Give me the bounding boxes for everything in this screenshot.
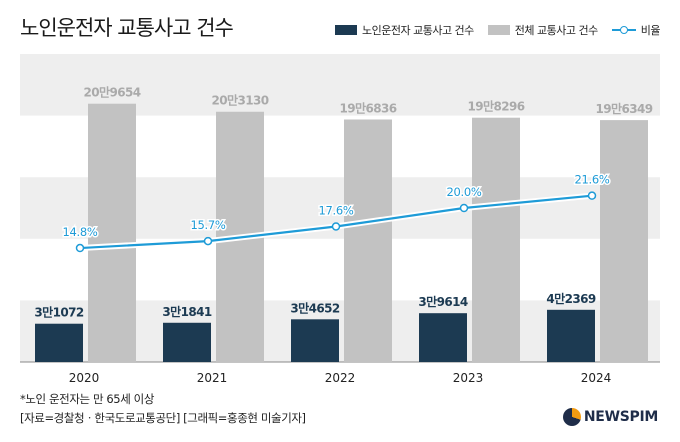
legend-swatch-total [487, 25, 510, 35]
newspim-logo: NEWSPIM [562, 408, 658, 426]
data-label-total-2023: 19만8296 [468, 99, 525, 114]
legend-item-total: 전체 교통사고 건수 [487, 22, 598, 38]
x-tick-label-2024: 2024 [581, 371, 612, 385]
ratio-label-2023: 20.0% [446, 185, 481, 199]
bar-elderly-2022 [291, 319, 339, 362]
ratio-point-2022 [331, 222, 341, 231]
bar-total-2020 [88, 103, 136, 362]
bar-elderly-2020 [35, 323, 83, 362]
x-tick-label-2020: 2020 [69, 371, 100, 385]
ratio-label-2021: 15.7% [190, 218, 225, 232]
legend-label-ratio: 비율 [640, 24, 661, 37]
ratio-label-2020: 14.8% [62, 225, 97, 239]
ratio-label-2022: 17.6% [318, 203, 353, 217]
legend-item-ratio: 비율 [611, 22, 661, 38]
legend-line-ratio-icon [611, 25, 636, 35]
x-tick-label-2023: 2023 [453, 371, 484, 385]
bar-total-2023 [472, 117, 520, 362]
legend-item-elderly: 노인운전자 교통사고 건수 [334, 22, 474, 38]
legend-label-elderly: 노인운전자 교통사고 건수 [361, 24, 474, 37]
data-label-elderly-2021: 3만1841 [162, 304, 211, 319]
bar-elderly-2021 [163, 322, 211, 362]
data-label-total-2024: 19만6349 [596, 101, 653, 116]
bar-elderly-2023 [419, 313, 467, 362]
ratio-label-2024: 21.6% [574, 173, 609, 187]
bar-total-2022 [344, 119, 392, 362]
ratio-point-2020 [75, 243, 85, 253]
data-label-elderly-2023: 3만9614 [418, 294, 467, 309]
ratio-point-2021 [203, 236, 213, 246]
footnote-source: [자료=경찰청ㆍ한국도로교통공단] [그래픽=홍종현 미술기자] [20, 411, 306, 425]
chart-title: 노인운전자 교통사고 건수 [20, 16, 234, 40]
bar-total-2024 [600, 120, 648, 363]
x-tick-label-2021: 2021 [197, 371, 228, 385]
data-label-total-2021: 20만3130 [212, 93, 269, 108]
legend-swatch-elderly [334, 25, 357, 35]
data-label-elderly-2020: 3만1072 [34, 305, 83, 320]
bar-elderly-2024 [547, 309, 595, 362]
legend-label-total: 전체 교통사고 건수 [514, 24, 598, 37]
ratio-point-2023 [459, 203, 469, 213]
data-label-elderly-2024: 4만2369 [546, 291, 595, 306]
ratio-point-2024 [587, 191, 597, 200]
chart-legend: 노인운전자 교통사고 건수 전체 교통사고 건수 비율 [321, 22, 661, 38]
newspim-logo-text: NEWSPIM [583, 409, 658, 425]
newspim-logo-icon [562, 408, 581, 426]
footnote-age: *노인 운전자는 만 65세 이상 [20, 392, 155, 406]
data-label-total-2022: 19만6836 [340, 100, 397, 115]
data-label-elderly-2022: 3만4652 [290, 300, 339, 315]
x-tick-label-2022: 2022 [325, 371, 356, 385]
data-label-total-2020: 20만9654 [84, 85, 141, 100]
